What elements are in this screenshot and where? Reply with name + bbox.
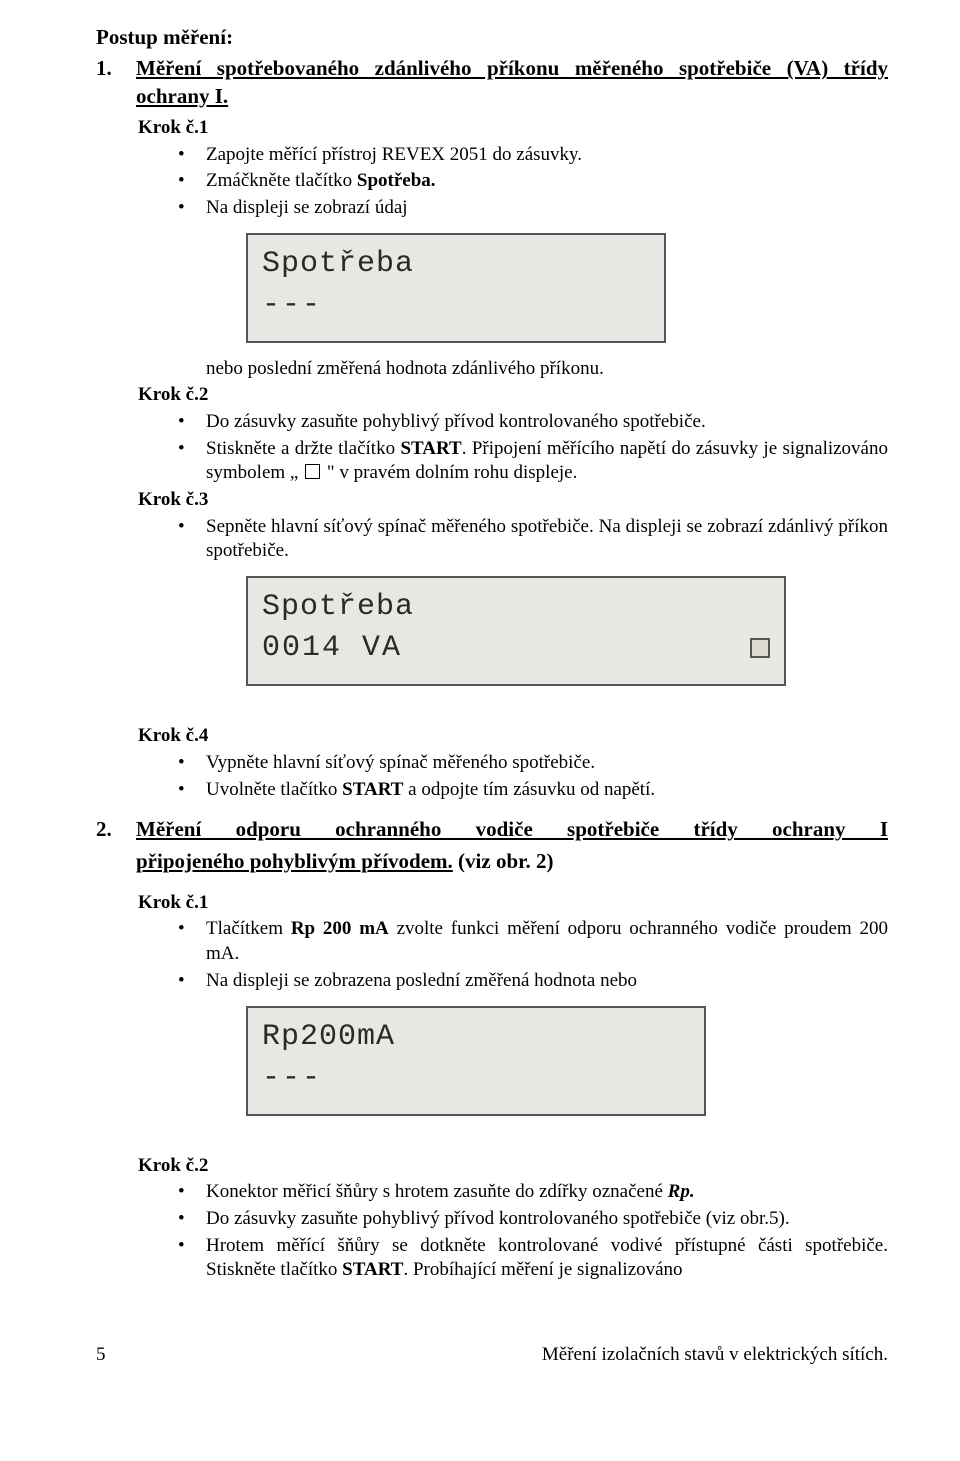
text: Konektor měřicí šňůry s hrotem zasuňte d… [206,1181,668,1202]
button-name-spotreba: Spotřeba. [357,170,436,191]
list-item: Sepněte hlavní síťový spínač měřeného sp… [178,515,888,564]
section-2-title-underline: připojeného pohyblivým přívodem. [136,849,453,873]
list-item: Do zásuvky zasuňte pohyblivý přívod kont… [178,410,888,435]
display-value: 0014 VA [262,629,402,668]
section-2-title-rest: (viz obr. 2) [453,849,554,873]
display-rp200ma: Rp200mA --- [246,1006,706,1116]
display-spotreba-value: Spotřeba 0014 VA [246,576,786,686]
list-item: Tlačítkem Rp 200 mA zvolte funkci měření… [178,917,888,966]
list-item: Na displeji se zobrazena poslední změřen… [178,969,888,994]
step-1-bullets: Zapojte měřící přístroj REVEX 2051 do zá… [178,143,888,221]
section-1-header: 1. Měření spotřebovaného zdánlivého přík… [96,55,888,110]
section-2-title-line1: Měření odporu ochranného vodiče spotřebi… [136,817,888,841]
step-4-label: Krok č.4 [138,724,888,749]
list-item: Uvolněte tlačítko START a odpojte tím zá… [178,778,888,803]
step-3-label: Krok č.3 [138,488,888,513]
display-value: --- [262,286,650,325]
display-label: Rp200mA [262,1018,690,1057]
sec2-step-1-bullets: Tlačítkem Rp 200 mA zvolte funkci měření… [178,917,888,993]
page-number: 5 [96,1343,106,1368]
sec2-step-2-bullets: Konektor měřicí šňůry s hrotem zasuňte d… [178,1180,888,1283]
square-symbol-icon [305,464,320,479]
text: Zmáčkněte tlačítko [206,170,357,191]
display-label: Spotřeba [262,245,650,284]
list-item: Konektor měřicí šňůry s hrotem zasuňte d… [178,1180,888,1205]
list-item: Hrotem měřící šňůry se dotkněte kontrolo… [178,1234,888,1283]
button-name-start: START [342,779,403,800]
text: Tlačítkem [206,918,291,939]
section-1-number: 1. [96,55,136,82]
text: . Probíhající měření je signalizováno [403,1259,682,1280]
display-label: Spotřeba [262,588,770,627]
procedure-heading: Postup měření: [96,24,888,51]
text: Stiskněte a držte tlačítko [206,438,400,459]
list-item: Stiskněte a držte tlačítko START. Připoj… [178,437,888,486]
list-item: Na displeji se zobrazí údaj [178,196,888,221]
square-indicator-icon [750,638,770,658]
button-name-rp200: Rp 200 mA [291,918,389,939]
display-spotreba-empty: Spotřeba --- [246,233,666,343]
section-2-number: 2. [96,816,136,843]
text: a odpojte tím zásuvku od napětí. [403,779,655,800]
sec2-step-2-label: Krok č.2 [138,1154,888,1179]
page-footer: 5 Měření izolačních stavů v elektrických… [96,1343,888,1368]
mid-note: nebo poslední změřená hodnota zdánlivého… [206,357,888,382]
step-1-label: Krok č.1 [138,116,888,141]
step-2-bullets: Do zásuvky zasuňte pohyblivý přívod kont… [178,410,888,486]
text: " v pravém dolním rohu displeje. [322,462,577,483]
section-2-header: 2. Měření odporu ochranného vodiče spotř… [96,816,888,843]
step-4-bullets: Vypněte hlavní síťový spínač měřeného sp… [178,751,888,802]
footer-title: Měření izolačních stavů v elektrických s… [542,1343,888,1368]
text: Uvolněte tlačítko [206,779,342,800]
list-item: Zapojte měřící přístroj REVEX 2051 do zá… [178,143,888,168]
step-2-label: Krok č.2 [138,383,888,408]
list-item: Do zásuvky zasuňte pohyblivý přívod kont… [178,1207,888,1232]
display-value: --- [262,1059,690,1098]
list-item: Zmáčkněte tlačítko Spotřeba. [178,169,888,194]
list-item: Vypněte hlavní síťový spínač měřeného sp… [178,751,888,776]
button-name-start: START [400,438,461,459]
section-2-title-line2: připojeného pohyblivým přívodem. (viz ob… [136,848,888,875]
sec2-step-1-label: Krok č.1 [138,891,888,916]
socket-label-rp: Rp. [668,1181,695,1202]
button-name-start: START [342,1259,403,1280]
step-3-bullets: Sepněte hlavní síťový spínač měřeného sp… [178,515,888,564]
section-1-title: Měření spotřebovaného zdánlivého příkonu… [136,55,888,110]
